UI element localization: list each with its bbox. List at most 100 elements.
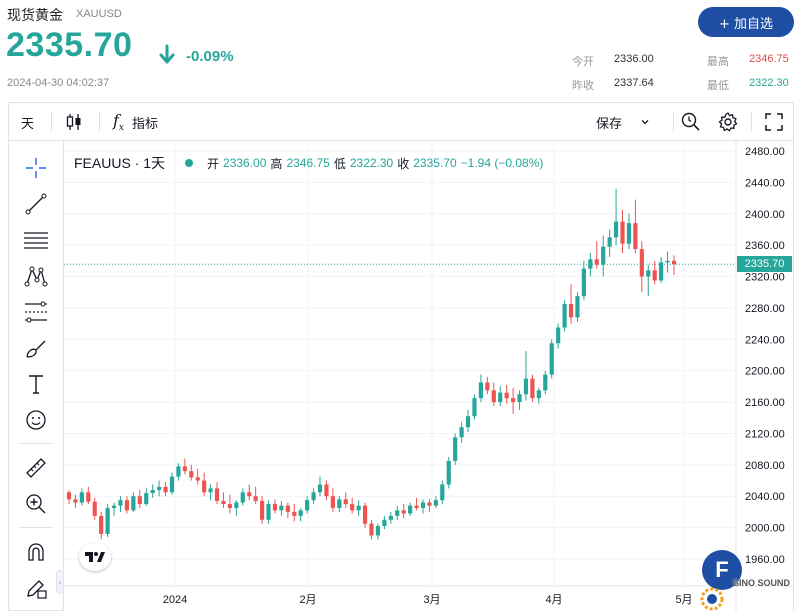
candle-body bbox=[375, 526, 381, 536]
candle-body bbox=[465, 416, 471, 428]
legend-high-label: 高 bbox=[270, 156, 283, 171]
candle-body bbox=[395, 510, 400, 516]
candle-body bbox=[671, 260, 677, 265]
candle-body bbox=[382, 519, 387, 527]
high-value: 2346.75 bbox=[749, 53, 789, 65]
sino-sound-watermark: F bbox=[702, 550, 742, 590]
legend-change: −1.94 (−0.08%) bbox=[460, 156, 544, 170]
quote-header: 现货黄金 XAUUSD 2335.70 -0.09% 2024-04-30 04… bbox=[0, 0, 799, 100]
candle-body bbox=[214, 488, 220, 501]
crosshair-icon bbox=[26, 158, 46, 178]
candle-body bbox=[478, 382, 484, 399]
candle-body bbox=[79, 492, 84, 503]
magnifier-clock-icon bbox=[681, 112, 700, 131]
candle-body bbox=[169, 476, 175, 493]
candle-body bbox=[613, 221, 619, 238]
quote-timestamp: 2024-04-30 04:02:37 bbox=[7, 77, 110, 89]
save-button[interactable]: 保存 bbox=[596, 103, 650, 141]
y-tick-label: 2360.00 bbox=[745, 240, 785, 252]
y-tick-label: 2240.00 bbox=[745, 334, 785, 346]
candle-body bbox=[562, 304, 567, 328]
legend-close-value: 2335.70 bbox=[413, 156, 457, 170]
settings-button[interactable] bbox=[717, 103, 739, 141]
candle-body bbox=[105, 508, 110, 534]
zoom-in-icon bbox=[26, 494, 46, 514]
brush-tool[interactable] bbox=[21, 333, 51, 363]
candle-body bbox=[511, 398, 516, 403]
horizontal-lines-icon bbox=[24, 232, 48, 249]
candle-body bbox=[137, 496, 142, 505]
y-tick-label: 2480.00 bbox=[745, 146, 785, 158]
candle-body bbox=[401, 510, 406, 514]
candle-body bbox=[575, 296, 580, 318]
lock-drawings-tool[interactable] bbox=[21, 573, 51, 603]
quick-search-button[interactable] bbox=[680, 103, 702, 141]
candle-body bbox=[581, 268, 586, 297]
y-tick-label: 1960.00 bbox=[745, 554, 785, 566]
ticker-symbol: XAUUSD bbox=[76, 8, 122, 20]
candle-body bbox=[266, 504, 271, 520]
legend-open-value: 2336.00 bbox=[223, 156, 267, 170]
candlestick-chart[interactable]: 2480.00 2440.00 2400.00 2360.00 2320.00 2280.… bbox=[64, 141, 794, 611]
current-price-label: 2335.70 bbox=[737, 256, 792, 273]
crosshair-tool[interactable] bbox=[21, 153, 51, 183]
pattern-tool[interactable] bbox=[21, 261, 51, 291]
pencil-lock-icon bbox=[27, 580, 47, 599]
candle-body bbox=[459, 427, 464, 438]
interval-button[interactable]: 天 bbox=[21, 103, 34, 141]
candle-body bbox=[420, 502, 426, 508]
ohlc-legend: FEAUUS · 1天 开 2336.00 高 2346.75 低 2322.30 收… bbox=[74, 153, 543, 173]
candle-body bbox=[536, 390, 541, 399]
y-tick-label: 2120.00 bbox=[745, 428, 785, 440]
candle-body bbox=[189, 471, 194, 478]
price-change-pct: -0.09% bbox=[186, 48, 234, 65]
drawing-toolbar bbox=[8, 140, 64, 611]
candle-body bbox=[221, 500, 226, 505]
magnet-tool[interactable] bbox=[21, 537, 51, 567]
candle-body bbox=[665, 260, 670, 263]
watermark-gear-icon bbox=[700, 587, 724, 611]
text-tool[interactable] bbox=[21, 369, 51, 399]
fullscreen-icon bbox=[765, 113, 783, 131]
horizontal-lines-tool[interactable] bbox=[21, 225, 51, 255]
candle-body bbox=[556, 327, 561, 344]
candle-body bbox=[247, 492, 252, 497]
candle-body bbox=[343, 499, 348, 505]
scroll-left-handle[interactable]: ‹ bbox=[56, 570, 64, 594]
add-watchlist-button[interactable]: + 加自选 bbox=[698, 7, 794, 37]
ruler-tool[interactable] bbox=[21, 453, 51, 483]
chart-area[interactable] bbox=[64, 140, 794, 611]
candle-body bbox=[659, 262, 664, 281]
x-tick-label: 2月 bbox=[299, 594, 316, 606]
tradingview-logo[interactable] bbox=[79, 543, 111, 571]
candle-body bbox=[620, 221, 625, 244]
y-tick-label: 2160.00 bbox=[745, 397, 785, 409]
trendline-tool[interactable] bbox=[21, 189, 51, 219]
instrument-title: 现货黄金 bbox=[7, 8, 63, 24]
chart-type-button[interactable] bbox=[65, 103, 83, 141]
down-arrow-icon bbox=[159, 44, 175, 64]
indicators-button[interactable]: fx 指标 bbox=[113, 103, 158, 141]
ruler-icon bbox=[26, 458, 46, 478]
fullscreen-button[interactable] bbox=[764, 103, 784, 141]
high-label: 最高 bbox=[707, 56, 729, 68]
candle-body bbox=[601, 246, 606, 265]
emoji-tool[interactable] bbox=[21, 405, 51, 435]
zoom-in-tool[interactable] bbox=[21, 489, 51, 519]
pattern-icon bbox=[24, 266, 48, 287]
prev-close-value: 2337.64 bbox=[614, 77, 654, 89]
legend-high-value: 2346.75 bbox=[286, 156, 330, 170]
status-dot-icon bbox=[185, 159, 194, 167]
chart-toolbar: 天 fx 指标 保存 bbox=[8, 102, 794, 140]
candle-body bbox=[202, 480, 207, 493]
measure-range-tool[interactable] bbox=[21, 297, 51, 327]
x-tick-label: 2024 bbox=[163, 594, 187, 606]
candle-body bbox=[369, 523, 374, 536]
candle-body bbox=[646, 270, 651, 277]
candle-body bbox=[543, 374, 548, 391]
candle-body bbox=[285, 505, 290, 512]
y-tick-label: 2040.00 bbox=[745, 491, 785, 503]
candle-body bbox=[195, 477, 200, 481]
x-tick-label: 5月 bbox=[675, 594, 692, 606]
candle-body bbox=[272, 504, 278, 511]
